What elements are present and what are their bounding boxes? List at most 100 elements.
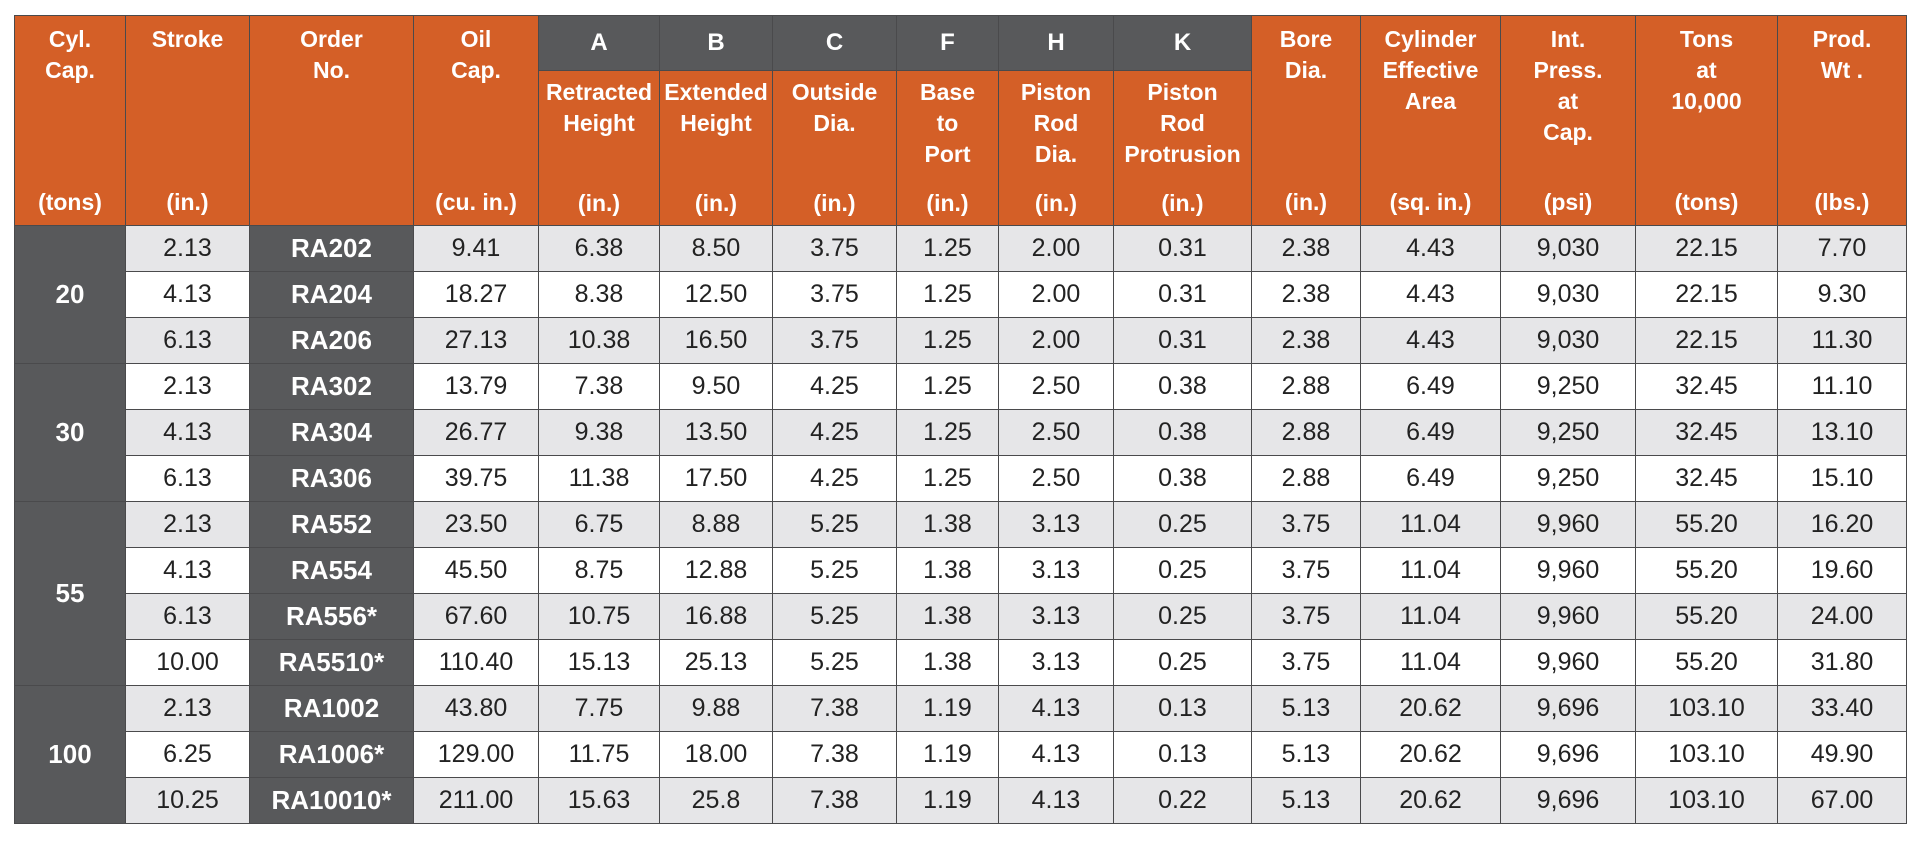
data-cell: 9.41 xyxy=(413,225,539,272)
data-cell: 9,030 xyxy=(1500,271,1636,318)
data-cell: 9,696 xyxy=(1500,731,1636,778)
data-cell: 11.04 xyxy=(1360,547,1501,594)
column-header: Retracted Height (in.) xyxy=(538,70,660,226)
header-unit: (in.) xyxy=(1284,189,1328,215)
header-line: Bore xyxy=(1279,26,1333,52)
data-cell: 4.43 xyxy=(1360,271,1501,318)
header-content: Oil Cap. (cu. in.) xyxy=(414,16,538,224)
data-cell: 26.77 xyxy=(413,409,539,456)
data-row: 6.13 RA556* 67.60 10.75 16.88 5.25 1.38 3.13 0.2… xyxy=(15,593,1907,640)
column-letter: C xyxy=(772,15,897,71)
header-line: Wt . xyxy=(1820,57,1864,83)
capacity-cell: 20 xyxy=(14,225,126,364)
data-row: 20 2.13 RA202 9.41 6.38 8.50 3.75 1.25 2.00 0.31 2… xyxy=(14,225,1907,364)
header-line: Prod. xyxy=(1812,26,1872,52)
data-cell: 12.88 xyxy=(659,547,773,594)
data-cell: 7.75 xyxy=(538,685,660,732)
header-name: Int. Press. at Cap. xyxy=(1533,24,1602,148)
data-cell: 11.30 xyxy=(1777,317,1907,364)
data-cell: 2.13 xyxy=(125,225,250,272)
column-letter: K xyxy=(1113,15,1252,71)
data-cell: 10.25 xyxy=(125,777,250,824)
data-cell: 9,960 xyxy=(1500,501,1636,548)
data-cell: 9.88 xyxy=(659,685,773,732)
data-cell: 1.25 xyxy=(896,225,999,272)
data-cell: 103.10 xyxy=(1635,685,1778,732)
data-cell: 5.25 xyxy=(772,593,897,640)
data-cell: 1.25 xyxy=(896,409,999,456)
header-line: Dia. xyxy=(1034,141,1078,167)
order-cell: RA202 xyxy=(249,225,414,272)
column-letter: A xyxy=(538,15,660,71)
data-cell: 7.38 xyxy=(772,777,897,824)
data-cell: 15.10 xyxy=(1777,455,1907,502)
header-line: Cap. xyxy=(451,57,501,83)
data-cell: 9.38 xyxy=(538,409,660,456)
header-name: Tons at 10,000 xyxy=(1671,24,1741,117)
data-cell: 49.90 xyxy=(1777,731,1907,778)
header-unit: (in.) xyxy=(694,190,738,216)
data-cell: 55.20 xyxy=(1635,501,1778,548)
data-cell: 13.79 xyxy=(413,363,539,410)
data-cell: 2.00 xyxy=(998,225,1114,272)
data-cell: 0.13 xyxy=(1113,731,1252,778)
header-content: Outside Dia. (in.) xyxy=(773,71,896,225)
header-content: Cyl. Cap. (tons) xyxy=(15,16,125,224)
header-line: No. xyxy=(312,57,351,83)
data-row: 4.13 RA554 45.50 8.75 12.88 5.25 1.38 3.13 0.25 3… xyxy=(15,547,1907,594)
header-content: Bore Dia. (in.) xyxy=(1252,16,1360,224)
data-cell: 1.19 xyxy=(896,777,999,824)
data-cell: 5.25 xyxy=(772,501,897,548)
data-cell: 4.43 xyxy=(1360,225,1501,272)
header-name: Extended Height xyxy=(664,77,768,139)
data-cell: 2.13 xyxy=(125,363,250,410)
data-cell: 45.50 xyxy=(413,547,539,594)
header-line: Extended xyxy=(664,79,768,105)
data-cell: 0.25 xyxy=(1113,639,1252,686)
data-cell: 3.75 xyxy=(772,271,897,318)
data-cell: 0.31 xyxy=(1113,271,1252,318)
header-content: Prod. Wt . (lbs.) xyxy=(1778,16,1906,224)
data-cell: 9,960 xyxy=(1500,547,1636,594)
data-cell: 20.62 xyxy=(1360,777,1501,824)
data-cell: 2.38 xyxy=(1251,317,1361,364)
data-cell: 4.13 xyxy=(125,547,250,594)
data-cell: 22.15 xyxy=(1635,271,1778,318)
data-cell: 211.00 xyxy=(413,777,539,824)
header-unit: (tons) xyxy=(1674,189,1739,215)
header-unit: (in.) xyxy=(166,189,209,215)
data-cell: 5.25 xyxy=(772,639,897,686)
data-cell: 6.49 xyxy=(1360,409,1501,456)
data-cell: 17.50 xyxy=(659,455,773,502)
data-cell: 1.25 xyxy=(896,271,999,318)
data-cell: 2.88 xyxy=(1251,455,1361,502)
header-row: Retracted Height (in.) Extended Height (in.) O… xyxy=(15,70,1907,226)
header-line: Cylinder xyxy=(1384,26,1477,52)
data-cell: 9,960 xyxy=(1500,639,1636,686)
header-content: Cylinder Effective Area (sq. in.) xyxy=(1361,16,1500,224)
data-cell: 11.10 xyxy=(1777,363,1907,410)
column-letter: F xyxy=(896,15,999,71)
column-header: Piston Rod Dia. (in.) xyxy=(998,70,1114,226)
data-cell: 31.80 xyxy=(1777,639,1907,686)
header-unit: (sq. in.) xyxy=(1389,189,1472,215)
order-cell: RA302 xyxy=(249,363,414,410)
data-cell: 11.04 xyxy=(1360,639,1501,686)
data-row: 6.13 RA306 39.75 11.38 17.50 4.25 1.25 2.50 0.38… xyxy=(15,455,1907,502)
data-cell: 19.60 xyxy=(1777,547,1907,594)
data-cell: 39.75 xyxy=(413,455,539,502)
header-content: Piston Rod Protrusion (in.) xyxy=(1114,71,1251,225)
data-cell: 55.20 xyxy=(1635,593,1778,640)
data-cell: 1.38 xyxy=(896,547,999,594)
header-line: Stroke xyxy=(151,26,224,52)
data-cell: 9,250 xyxy=(1500,409,1636,456)
data-cell: 2.13 xyxy=(125,501,250,548)
header-line: Cap. xyxy=(45,57,95,83)
data-cell: 7.38 xyxy=(772,731,897,778)
header-content: Base to Port (in.) xyxy=(897,71,998,225)
data-cell: 10.75 xyxy=(538,593,660,640)
column-letter: H xyxy=(998,15,1114,71)
data-row: 4.13 RA304 26.77 9.38 13.50 4.25 1.25 2.50 0.38 2… xyxy=(15,409,1907,456)
header-line: Int. xyxy=(1550,26,1586,52)
